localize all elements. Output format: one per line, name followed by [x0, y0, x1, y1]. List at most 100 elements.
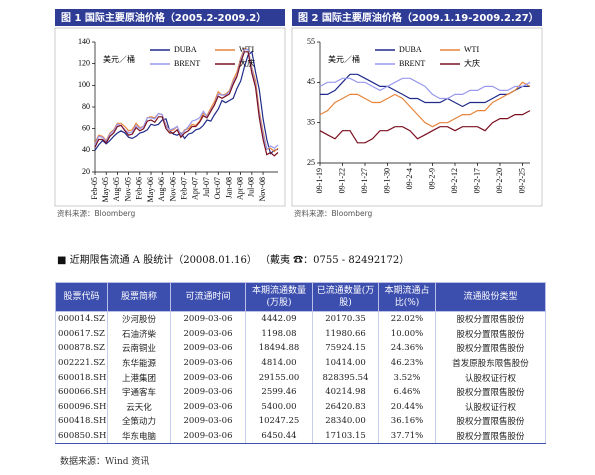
- table-cell: 600066.SH: [55, 384, 108, 400]
- x-tick-label: 09-1-22: [337, 168, 346, 193]
- legend-label: DUBA: [399, 45, 422, 54]
- column-header: 流通股份类型: [435, 282, 546, 312]
- table-cell: 600850.SH: [55, 428, 108, 445]
- y-tick-label: 35: [307, 117, 315, 126]
- legend-label: BRENT: [399, 59, 425, 68]
- table-cell: 20170.35: [312, 311, 379, 327]
- table-row: 600096.SH 云天化 2009-03-06 5400.00 26420.83 20.…: [55, 399, 546, 415]
- table-row: 600066.SH 宇通客车 2009-03-06 2599.46 40214.98 6.…: [55, 384, 546, 400]
- table-cell: 华东电脑: [107, 428, 171, 445]
- x-tick-label: 09-2-4: [405, 168, 414, 189]
- x-tick-label: 09-1-19: [315, 168, 324, 193]
- series-line: [94, 51, 279, 157]
- x-tick-label: Feb-05: [90, 177, 99, 200]
- chart-frame: [291, 27, 543, 207]
- column-header: 股票代码: [55, 282, 108, 312]
- table-cell: 云天化: [107, 399, 171, 415]
- table-cell: 17103.15: [312, 428, 379, 445]
- table-cell: 000878.SZ: [55, 341, 108, 356]
- table-cell: 石油济柴: [107, 326, 171, 342]
- table-cell: 东华能源: [107, 355, 171, 371]
- y-tick-label: 60: [82, 123, 90, 132]
- x-tick-label: 09-1-30: [382, 168, 391, 193]
- column-header: 本期流通数量(万股): [245, 282, 313, 312]
- table-cell: 全策动力: [107, 414, 171, 429]
- table-cell: 1198.08: [245, 326, 313, 342]
- table-cell: 2009-03-06: [170, 370, 246, 385]
- x-tick-label: 09-1-27: [360, 168, 369, 193]
- table-cell: 600418.SH: [55, 414, 108, 429]
- table-cell: 3.52%: [378, 370, 436, 385]
- chart-source: 资料来源：Bloomberg: [57, 208, 136, 218]
- table-cell: 股权分置限售股份: [435, 341, 546, 356]
- table-cell: 上港集团: [107, 370, 171, 385]
- table-cell: 24.36%: [378, 341, 436, 356]
- chart-title: 图 2 国际主要原油价格（2009.1.19-2009.2.27）: [298, 11, 539, 24]
- table-cell: 2009-03-06: [170, 399, 246, 415]
- chart-title: 图 1 国际主要原油价格（2005.2-2009.2）: [61, 11, 266, 24]
- table-source: 数据来源：Wind 资讯: [60, 457, 150, 467]
- legend-label: 大庆: [239, 58, 255, 68]
- x-tick-label: Apr-07: [191, 177, 200, 200]
- column-header: 股票简称: [107, 282, 171, 312]
- table-cell: 2009-03-06: [170, 428, 246, 445]
- table: 股票代码 股票简称 可流通时间 本期流通数量(万股) 已流通数量(万股) 本期流通占比(%…: [55, 282, 546, 445]
- table-cell: 11980.66: [312, 326, 379, 342]
- x-tick-label: Nov-05: [123, 177, 132, 201]
- table-cell: 000617.SZ: [55, 326, 108, 342]
- series-line: [94, 48, 279, 151]
- table-cell: 600018.SH: [55, 370, 108, 385]
- y-tick-label: 80: [82, 102, 90, 111]
- table-cell: 20.44%: [378, 399, 436, 415]
- table-cell: 26420.83: [312, 399, 379, 415]
- x-tick-label: Jan-08: [224, 177, 233, 198]
- y-axis-unit: 美元／桶: [328, 54, 360, 64]
- x-tick-label: Nov-06: [168, 177, 177, 201]
- x-tick-label: Oct-07: [213, 177, 222, 199]
- table-cell: 002221.SZ: [55, 355, 108, 371]
- y-tick-label: 100: [78, 80, 90, 89]
- x-tick-label: 09-2-17: [472, 168, 481, 193]
- table-cell: 沙河股份: [107, 311, 171, 327]
- x-tick-label: Feb-07: [179, 177, 188, 200]
- series-line: [319, 110, 531, 144]
- table-cell: 36.16%: [378, 414, 436, 429]
- table-cell: 2009-03-06: [170, 341, 246, 356]
- y-tick-label: 40: [82, 145, 90, 154]
- table-cell: 75924.15: [312, 341, 379, 356]
- table-cell: 股权分置限售股份: [435, 384, 546, 400]
- x-tick-label: May-05: [101, 177, 110, 202]
- table-cell: 6450.44: [245, 428, 313, 445]
- title-bar: [292, 9, 542, 26]
- table-cell: 2009-03-06: [170, 326, 246, 342]
- table-cell: 28340.00: [312, 414, 379, 429]
- table-row: 000014.SZ 沙河股份 2009-03-06 4442.09 20170.35 22…: [55, 311, 546, 327]
- table-cell: 宇通客车: [107, 384, 171, 400]
- legend-label: WTI: [464, 45, 479, 54]
- y-tick-label: 25: [307, 158, 315, 167]
- table-cell: 认股权证行权: [435, 370, 546, 385]
- table-cell: 2009-03-06: [170, 414, 246, 429]
- y-axis-unit: 美元／桶: [103, 54, 135, 64]
- table-cell: 股权分置限售股份: [435, 311, 546, 327]
- table-cell: 10.00%: [378, 326, 436, 342]
- title-bar: [55, 9, 285, 26]
- table-cell: 4442.09: [245, 311, 313, 327]
- x-tick-label: Nov-08: [258, 177, 267, 201]
- x-tick-label: May-06: [146, 177, 155, 202]
- column-header: 已流通数量(万股): [312, 282, 379, 312]
- x-tick-label: Apr-08: [235, 177, 244, 200]
- table-cell: 2009-03-06: [170, 311, 246, 327]
- series-line: [319, 81, 531, 128]
- table-cell: 6.46%: [378, 384, 436, 400]
- chart-source: 资料来源：Bloomberg: [294, 208, 373, 218]
- table-cell: 4814.00: [245, 355, 313, 371]
- table-cell: 40214.98: [312, 384, 379, 400]
- table-cell: 18494.88: [245, 341, 313, 356]
- table-cell: 2599.46: [245, 384, 313, 400]
- table-cell: 29155.00: [245, 370, 313, 385]
- x-tick-label: Jul-07: [202, 177, 211, 197]
- column-header: 本期流通占比(%): [378, 282, 436, 312]
- legend-label: 大庆: [464, 58, 480, 68]
- section-title: ■ 近期限售流通 A 股统计（20008.01.16） （戴夷 ☎：0755 -…: [57, 255, 410, 266]
